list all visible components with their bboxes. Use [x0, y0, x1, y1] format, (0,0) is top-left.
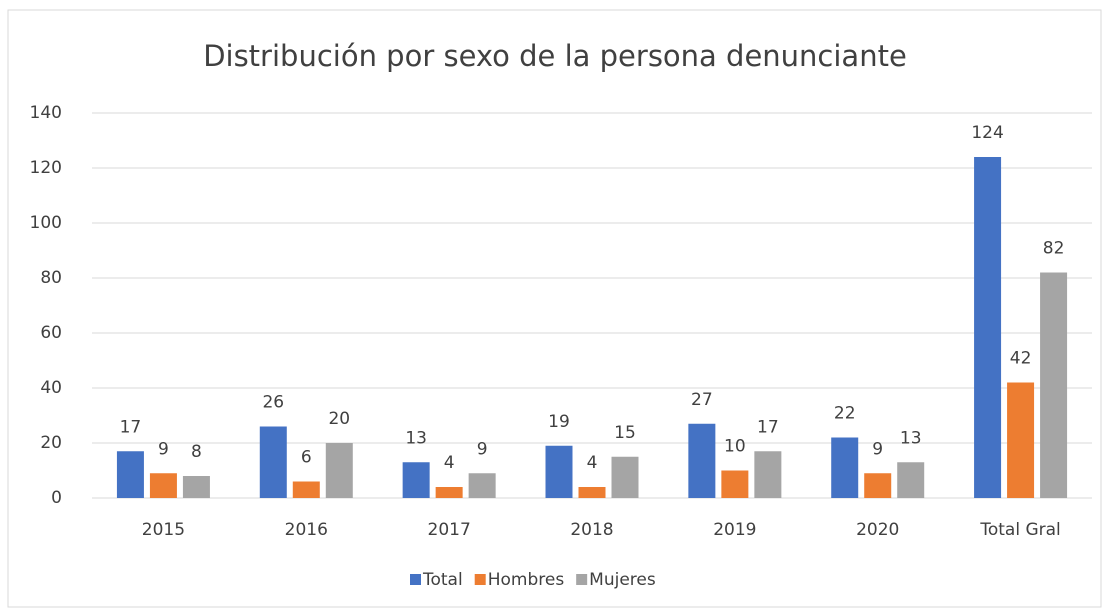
y-tick-label: 0	[51, 488, 62, 508]
bar	[831, 437, 859, 498]
x-tick-label: 2019	[713, 520, 756, 540]
bar	[116, 451, 144, 498]
y-tick-label: 80	[40, 268, 62, 288]
legend-swatch	[474, 574, 486, 585]
bar	[754, 451, 782, 498]
bar	[468, 473, 496, 498]
bar	[545, 445, 573, 498]
x-tick-label: 2018	[570, 520, 613, 540]
bar	[897, 462, 925, 498]
legend-label: Total	[422, 570, 463, 590]
data-label: 42	[1010, 349, 1032, 369]
x-tick-label: 2016	[285, 520, 328, 540]
bar	[149, 473, 177, 498]
data-label: 22	[834, 404, 856, 424]
y-tick-label: 100	[30, 213, 62, 233]
legend-swatch	[410, 574, 421, 585]
x-tick-label: 2015	[142, 520, 185, 540]
chart-title: Distribución por sexo de la persona denu…	[203, 39, 907, 73]
data-label: 82	[1043, 239, 1065, 259]
bar	[325, 443, 353, 498]
data-label: 9	[477, 439, 488, 459]
bar	[688, 423, 716, 498]
data-label: 17	[120, 417, 142, 437]
y-tick-label: 140	[30, 103, 62, 123]
bar	[721, 470, 749, 498]
bar	[974, 157, 1002, 498]
x-tick-label: 2017	[428, 520, 471, 540]
data-label: 17	[757, 417, 779, 437]
legend-label: Mujeres	[589, 570, 656, 590]
data-label: 4	[444, 453, 455, 473]
data-label: 26	[262, 393, 284, 413]
bar	[182, 476, 210, 498]
y-tick-label: 20	[40, 433, 62, 453]
y-tick-label: 120	[30, 158, 62, 178]
data-label: 124	[971, 123, 1003, 143]
bar	[402, 462, 430, 498]
data-label: 8	[191, 442, 202, 462]
data-label: 13	[900, 428, 922, 448]
bar	[1040, 272, 1068, 498]
data-label: 27	[691, 390, 713, 410]
bar	[864, 473, 892, 498]
data-label: 15	[614, 423, 636, 443]
data-label: 10	[724, 437, 746, 457]
bar	[611, 456, 639, 498]
data-label: 20	[328, 409, 350, 429]
chart-border	[7, 9, 1102, 608]
y-tick-label: 60	[40, 323, 62, 343]
legend-label: Hombres	[488, 570, 565, 590]
bar	[259, 426, 287, 498]
bar	[578, 487, 606, 498]
legend-swatch	[576, 574, 588, 585]
x-tick-label: 2020	[856, 520, 899, 540]
data-label: 19	[548, 412, 570, 432]
y-tick-label: 40	[40, 378, 62, 398]
data-label: 9	[158, 439, 169, 459]
data-label: 13	[405, 428, 427, 448]
data-label: 4	[587, 453, 598, 473]
data-label: 6	[301, 448, 312, 468]
bar	[1007, 382, 1035, 498]
x-tick-label: Total Gral	[979, 520, 1060, 540]
data-label: 9	[872, 439, 883, 459]
bar	[292, 481, 320, 498]
bar	[435, 487, 463, 498]
